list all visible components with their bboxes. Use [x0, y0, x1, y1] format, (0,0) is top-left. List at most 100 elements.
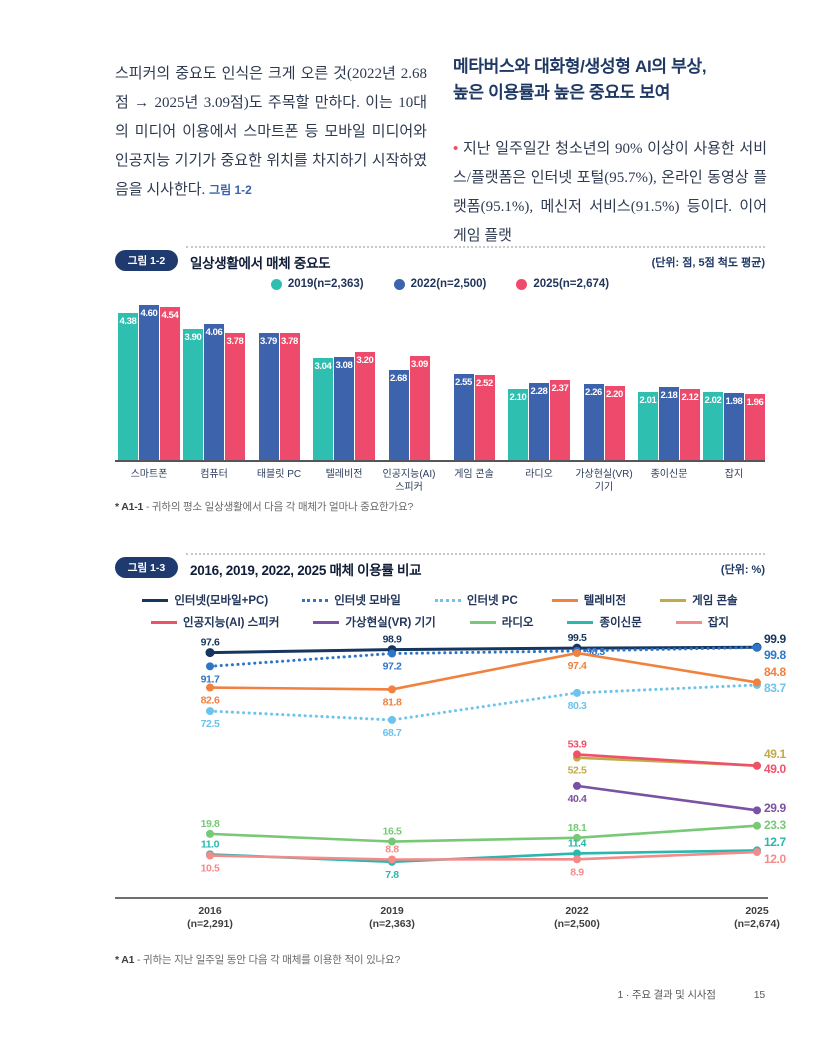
bar-value-label: 3.09: [411, 359, 428, 371]
data-point: [388, 685, 396, 694]
bar: 4.54: [160, 307, 180, 460]
data-point: [573, 849, 581, 858]
series-end-label: 23.3: [764, 818, 786, 832]
series-end-label: 99.9: [764, 632, 786, 646]
data-point: [573, 688, 581, 697]
bar: 4.60: [139, 305, 159, 460]
legend-dot-icon: [270, 278, 282, 290]
page-footer: 1 · 주요 결과 및 시사점 15: [420, 987, 766, 1002]
figure3-separator: [186, 553, 765, 555]
data-point: [753, 678, 761, 687]
data-point: [388, 649, 396, 658]
data-point: [573, 750, 581, 759]
figure3-badge: 그림 1-3: [115, 557, 178, 578]
bar-value-label: 2.18: [660, 389, 678, 401]
bar-value-label: 2.12: [681, 391, 699, 403]
bar: 3.09: [409, 356, 430, 460]
bar-chart-axis: [115, 460, 765, 462]
bar: 3.78: [225, 332, 245, 460]
bar-value-label: 4.60: [140, 308, 158, 320]
bar-value-label: 2.20: [606, 389, 623, 401]
point-value-label: 8.8: [385, 843, 399, 855]
figure3-footnote-text: - 귀하는 지난 일주일 동안 다음 각 매체를 이용한 적이 있나요?: [134, 954, 401, 966]
point-value-label: 7.8: [385, 869, 399, 881]
bar-category-label: 라디오: [525, 469, 553, 480]
bar: 2.02: [703, 392, 723, 460]
bar-category-label: 태블릿 PC: [256, 469, 302, 480]
bar-value-label: 2.01: [639, 395, 657, 407]
figure2-legend-item: 2025(n=2,674): [516, 278, 609, 290]
bar-category-label: 잡지: [724, 469, 744, 480]
bar: 2.68: [388, 369, 409, 460]
x-axis-year-label: 2016: [198, 905, 222, 917]
legend-label: 2019(n=2,363): [287, 278, 364, 290]
legend-label: 2025(n=2,674): [533, 278, 610, 290]
series-line: [209, 645, 758, 655]
figure2-footnote: * A1-1 - 귀하의 평소 일상생활에서 다음 각 매체가 얼마나 중요한가…: [115, 499, 413, 514]
legend-line-icon: [142, 598, 169, 602]
point-value-label: 97.2: [383, 661, 402, 673]
data-point: [753, 821, 761, 830]
series-line: [209, 824, 758, 843]
figure3-legend-item: 라디오: [469, 614, 533, 630]
x-axis-n-label: (n=2,500): [554, 918, 600, 930]
legend-line-icon: [675, 620, 702, 624]
point-value-label: 99.5: [568, 632, 587, 644]
point-value-label: 10.5: [201, 863, 220, 875]
point-value-label: 8.9: [570, 866, 584, 878]
point-value-label: 11.4: [568, 837, 587, 849]
bar-category-label: 게임 콘솔: [454, 469, 494, 480]
bar-value-label: 2.10: [509, 392, 527, 404]
left-paragraph-text: 스피커의 중요도 인식은 크게 오른 것(2022년 2.68점 → 2025년…: [115, 66, 427, 198]
figure3-legend-item: 인터넷 모바일: [302, 592, 401, 608]
data-point: [388, 837, 396, 846]
footer-section-title: 1 · 주요 결과 및 시사점: [617, 989, 716, 1001]
bar-value-label: 3.79: [260, 335, 277, 347]
data-point: [753, 848, 761, 857]
x-axis-n-label: (n=2,363): [369, 918, 415, 930]
data-point: [205, 648, 215, 658]
bar-value-label: 2.28: [530, 386, 548, 398]
legend-line-icon: [469, 620, 496, 624]
point-value-label: 53.9: [568, 738, 587, 750]
bar-category-label: 컴퓨터: [200, 469, 228, 480]
bar-value-label: 3.78: [281, 335, 298, 347]
series-end-label: 12.0: [764, 852, 786, 866]
figure3-legend-item: 인터넷(모바일+PC): [142, 592, 268, 608]
figure2-badge: 그림 1-2: [115, 250, 178, 271]
figure3-legend-item: 가상현실(VR) 기기: [313, 614, 436, 630]
data-point: [388, 855, 396, 864]
bar-category-label: 인공지능(AI) 스피커: [382, 469, 436, 493]
bar-category-label: 가상현실(VR) 기기: [575, 469, 633, 493]
figure3-footnote: * A1 - 귀하는 지난 일주일 동안 다음 각 매체를 이용한 적이 있나요…: [115, 952, 400, 967]
point-value-label: 16.5: [383, 826, 402, 838]
bar: 2.55: [453, 374, 474, 460]
footer-page-number: 15: [753, 988, 765, 1001]
series-end-label: 12.7: [764, 835, 786, 849]
bar-category-label: 텔레비전: [325, 469, 363, 480]
bar-value-label: 3.90: [184, 331, 202, 343]
point-value-label: 52.5: [568, 765, 587, 777]
x-axis-n-label: (n=2,674): [734, 918, 780, 930]
figure3-unit: (단위: %): [720, 564, 765, 576]
bar: 2.10: [508, 389, 528, 460]
data-point: [206, 829, 214, 838]
point-value-label: 68.7: [383, 727, 402, 739]
bar: 3.90: [183, 328, 203, 460]
data-point: [573, 781, 581, 790]
bar: 2.26: [583, 384, 604, 460]
bar: 3.08: [334, 356, 354, 460]
right-column: 메타버스와 대화형/생성형 AI의 부상, 높은 이용률과 높은 중요도 보여 •…: [453, 54, 767, 251]
bar-value-label: 4.06: [205, 326, 223, 338]
legend-line-icon: [567, 620, 594, 624]
series-end-label: 49.1: [764, 747, 786, 761]
legend-label: 인공지능(AI) 스피커: [183, 617, 280, 629]
series-end-label: 84.8: [764, 665, 786, 679]
bar-value-label: 1.98: [725, 396, 743, 408]
bar: 2.18: [659, 386, 679, 460]
data-point: [206, 683, 214, 692]
series-line: [576, 784, 758, 812]
figure3-legend-row1: 인터넷(모바일+PC) 인터넷 모바일 인터넷 PC 텔레비전 게임 콘솔: [115, 592, 765, 608]
bar: 2.12: [680, 388, 700, 460]
bar: 1.96: [745, 394, 765, 460]
